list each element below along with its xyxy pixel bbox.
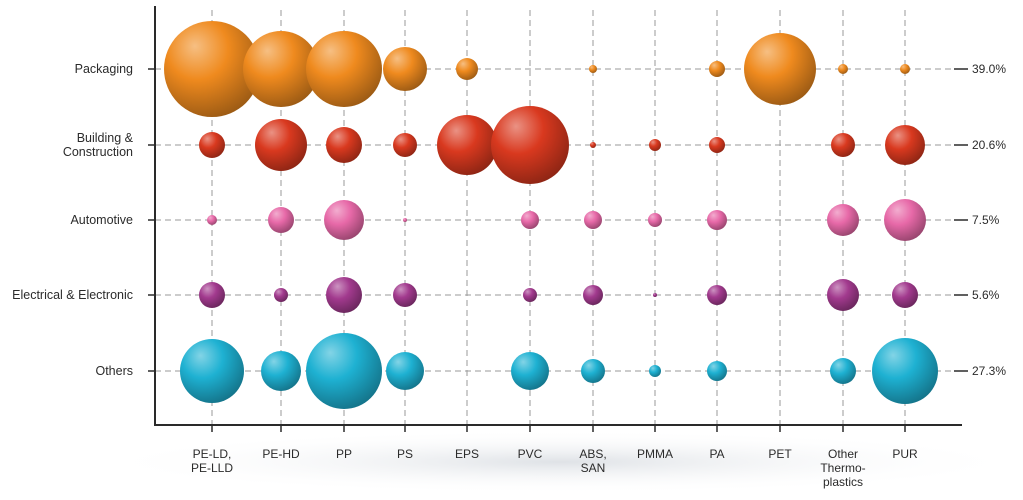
- bubble-2-5: [437, 115, 497, 175]
- x-tick-label-line: ABS,: [579, 447, 606, 461]
- x-tick-label-line: PP: [336, 447, 352, 461]
- bubble-2-6: [491, 106, 569, 184]
- y-tick-label-line: Electrical & Electronic: [12, 288, 133, 302]
- x-tick-label-line: PUR: [892, 447, 918, 461]
- y-tick-label: Packaging: [75, 62, 133, 76]
- x-tick-label-line: PMMA: [637, 447, 673, 461]
- x-tick-label-line: PE-LLD: [191, 461, 233, 475]
- x-tick-label: PE-HD: [262, 447, 300, 461]
- y-tick-label-line: Automotive: [70, 213, 133, 227]
- bubble-2-2: [255, 119, 307, 171]
- bubble-4-8: [653, 293, 657, 297]
- bubble-3-1: [207, 215, 217, 225]
- bubble-4-12: [892, 282, 918, 308]
- bubble-2-9: [709, 137, 725, 153]
- share-label: 20.6%: [972, 138, 1006, 152]
- bubble-5-11: [830, 358, 856, 384]
- bubble-3-6: [521, 211, 539, 229]
- y-tick-label-line: Building &: [77, 131, 134, 145]
- y-tick-label: Automotive: [70, 213, 133, 227]
- bubble-3-9: [707, 210, 727, 230]
- x-tick-label: PS: [397, 447, 413, 461]
- bubble-3-2: [268, 207, 294, 233]
- bubble-4-3: [326, 277, 362, 313]
- bubble-5-8: [649, 365, 661, 377]
- y-tick-label-line: Construction: [63, 145, 133, 159]
- x-tick-label: Other Thermo-plastics: [820, 447, 865, 489]
- bubble-2-8: [649, 139, 661, 151]
- bubble-3-7: [584, 211, 602, 229]
- x-tick-label: PP: [336, 447, 352, 461]
- bubble-5-2: [261, 351, 301, 391]
- bubble-1-12: [900, 64, 910, 74]
- x-tick-label: PET: [768, 447, 792, 461]
- x-tick-label-line: PET: [768, 447, 792, 461]
- x-tick-label: PMMA: [637, 447, 673, 461]
- bubble-5-1: [180, 339, 244, 403]
- x-tick-label-line: Thermo-: [820, 461, 865, 475]
- share-label: 7.5%: [972, 213, 1000, 227]
- bubble-5-12: [872, 338, 938, 404]
- bubble-5-9: [707, 361, 727, 381]
- y-tick-label-line: Others: [95, 364, 133, 378]
- y-tick-label: Electrical & Electronic: [12, 288, 133, 302]
- y-tick-label: Others: [95, 364, 133, 378]
- share-label: 39.0%: [972, 62, 1006, 76]
- x-tick-label: PE-LD, PE-LLD: [191, 447, 233, 475]
- bubble-4-11: [827, 279, 859, 311]
- bubble-3-3: [324, 200, 364, 240]
- x-tick-label-line: PVC: [518, 447, 543, 461]
- y-tick-label-line: Packaging: [75, 62, 133, 76]
- bubble-4-2: [274, 288, 288, 302]
- bubble-5-7: [581, 359, 605, 383]
- bubble-1-11: [838, 64, 848, 74]
- bubble-2-11: [831, 133, 855, 157]
- bubble-1-5: [456, 58, 478, 80]
- bubble-3-8: [648, 213, 662, 227]
- bubble-1-9: [709, 61, 725, 77]
- bubble-4-7: [583, 285, 603, 305]
- bubble-4-9: [707, 285, 727, 305]
- bubble-3-11: [827, 204, 859, 236]
- x-tick-label-line: PE-HD: [262, 447, 300, 461]
- bubble-1-7: [589, 65, 597, 73]
- bubble-2-12: [885, 125, 925, 165]
- bubble-5-6: [511, 352, 549, 390]
- bubble-1-2: [243, 31, 319, 107]
- bubble-4-4: [393, 283, 417, 307]
- x-tick-label-line: PS: [397, 447, 413, 461]
- bubble-4-1: [199, 282, 225, 308]
- bubble-2-1: [199, 132, 225, 158]
- x-tick-label-line: EPS: [455, 447, 479, 461]
- bubble-2-7: [590, 142, 596, 148]
- x-tick-label: PUR: [892, 447, 918, 461]
- share-label: 27.3%: [972, 364, 1006, 378]
- x-tick-label: ABS, SAN: [579, 447, 606, 475]
- bubble-1-4: [383, 47, 427, 91]
- bubble-5-3: [306, 333, 382, 409]
- floor-shadow: [90, 430, 1023, 494]
- bubble-4-6: [523, 288, 537, 302]
- x-tick-label-line: plastics: [823, 475, 863, 489]
- bubble-5-4: [386, 352, 424, 390]
- y-tick-label: Building & Construction: [63, 131, 134, 159]
- bubble-1-1: [164, 21, 260, 117]
- x-tick-label-line: Other: [828, 447, 858, 461]
- bubble-3-4: [403, 218, 407, 222]
- x-tick-label-line: SAN: [581, 461, 606, 475]
- share-label: 5.6%: [972, 288, 1000, 302]
- bubble-1-3: [306, 31, 382, 107]
- x-tick-label: PA: [709, 447, 724, 461]
- x-tick-label-line: PE-LD,: [193, 447, 232, 461]
- x-tick-label: PVC: [518, 447, 543, 461]
- bubble-2-3: [326, 127, 362, 163]
- bubble-1-10: [744, 33, 816, 105]
- bubble-3-12: [884, 199, 926, 241]
- bubble-2-4: [393, 133, 417, 157]
- x-tick-label: EPS: [455, 447, 479, 461]
- x-tick-label-line: PA: [709, 447, 724, 461]
